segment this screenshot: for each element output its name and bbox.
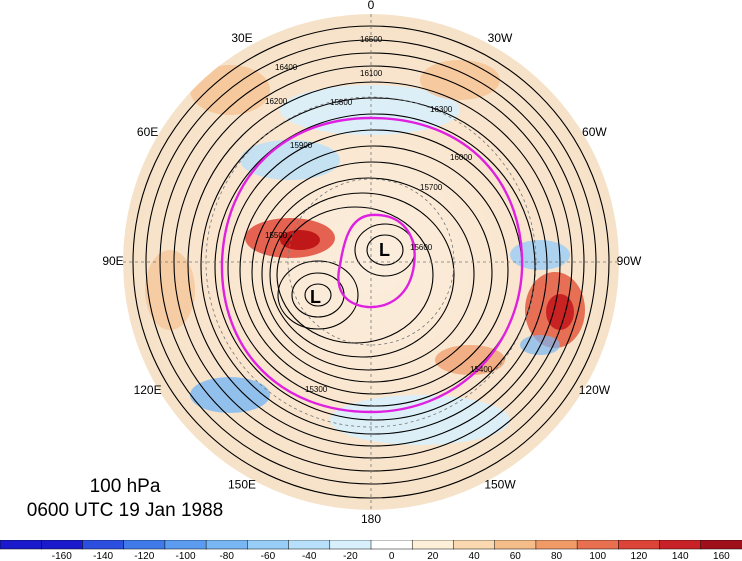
polar-map: L L 16500 16400 16300 16200 16100 16000 … [102,0,642,526]
colorbar-swatch [370,540,413,550]
colorbar-swatch [82,540,125,550]
colorbar-tick-label: -160 [52,551,72,561]
colorbar-tick-label: 40 [469,551,481,561]
colorbar-swatch [0,540,42,550]
longitude-label: 150W [484,478,516,492]
colorbar-swatch [123,540,166,550]
pressure-level-label: 100 hPa [89,476,161,497]
colorbar-tick-label: -40 [302,551,317,561]
longitude-label: 90W [617,254,642,268]
longitude-label: 0 [368,0,375,12]
contour-label: 15800 [330,98,353,107]
shaded-field [123,14,619,510]
low-center-1: L [379,240,390,260]
colorbar-tick-label: 160 [713,551,730,561]
colorbar-swatch [329,540,372,550]
colorbar-tick-label: -20 [343,551,358,561]
longitude-label: 30E [231,31,252,45]
colorbar: -160 -140 -120 -100 -80 -60 -40 -20 0 20 40 60 80 100… [0,540,742,561]
colorbar-tick-label: 100 [589,551,606,561]
colorbar-swatch [40,540,84,550]
colorbar-tick-label: 0 [389,551,395,561]
colorbar-tick-label: 120 [631,551,648,561]
contour-label: 15500 [265,231,288,240]
colorbar-tick-label: 60 [510,551,522,561]
colorbar-tick-label: -140 [93,551,113,561]
valid-time-label: 0600 UTC 19 Jan 1988 [26,500,224,521]
colorbar-tick-label: 80 [551,551,563,561]
contour-label: 16500 [360,35,383,44]
longitude-label: 30W [488,31,513,45]
colorbar-tick-label: 20 [427,551,439,561]
cold-anomaly [190,377,270,413]
longitude-label: 150E [228,478,256,492]
colorbar-swatch [700,540,742,550]
longitude-labels: 0 30W 60W 90W 120W 150W 180 150E 120E 90E 60E 30E [102,0,642,526]
contour-label: 15700 [420,183,443,192]
longitude-label: 180 [361,512,381,526]
low-center-2: L [310,287,321,307]
graticule [123,14,619,510]
colorbar-swatch [659,540,702,550]
colorbar-swatch [164,540,207,550]
longitude-label: 120E [134,383,162,397]
contour-label: 16400 [275,63,298,72]
longitude-label: 60W [582,125,607,139]
contour-label: 15900 [290,141,313,150]
colorbar-tick-label: -120 [134,551,154,561]
contour-label: 16000 [450,153,473,162]
colorbar-swatch [411,540,455,550]
colorbar-tick-label: -100 [175,551,195,561]
colorbar-swatch [247,540,290,550]
colorbar-swatch [494,540,537,550]
longitude-label: 90E [102,254,123,268]
colorbar-tick-label: -80 [219,551,234,561]
contour-label: 15400 [470,365,493,374]
colorbar-swatch [618,540,661,550]
colorbar-tick-label: -60 [261,551,276,561]
reference-circles [220,116,524,414]
colorbar-swatch [205,540,249,550]
contour-label: 15300 [305,385,328,394]
colorbar-swatch [576,540,620,550]
longitude-label: 120W [579,383,611,397]
contour-label: 15600 [410,243,433,252]
contour-label: 16300 [430,105,453,114]
contour-labels: 16500 16400 16300 16200 16100 16000 1590… [265,35,493,394]
colorbar-swatch [453,540,496,550]
contour-label: 16200 [265,97,288,106]
colorbar-tick-label: 140 [672,551,689,561]
contour-label: 16100 [360,69,383,78]
colorbar-swatch [288,540,331,550]
longitude-label: 60E [137,125,158,139]
colorbar-swatch [535,540,578,550]
